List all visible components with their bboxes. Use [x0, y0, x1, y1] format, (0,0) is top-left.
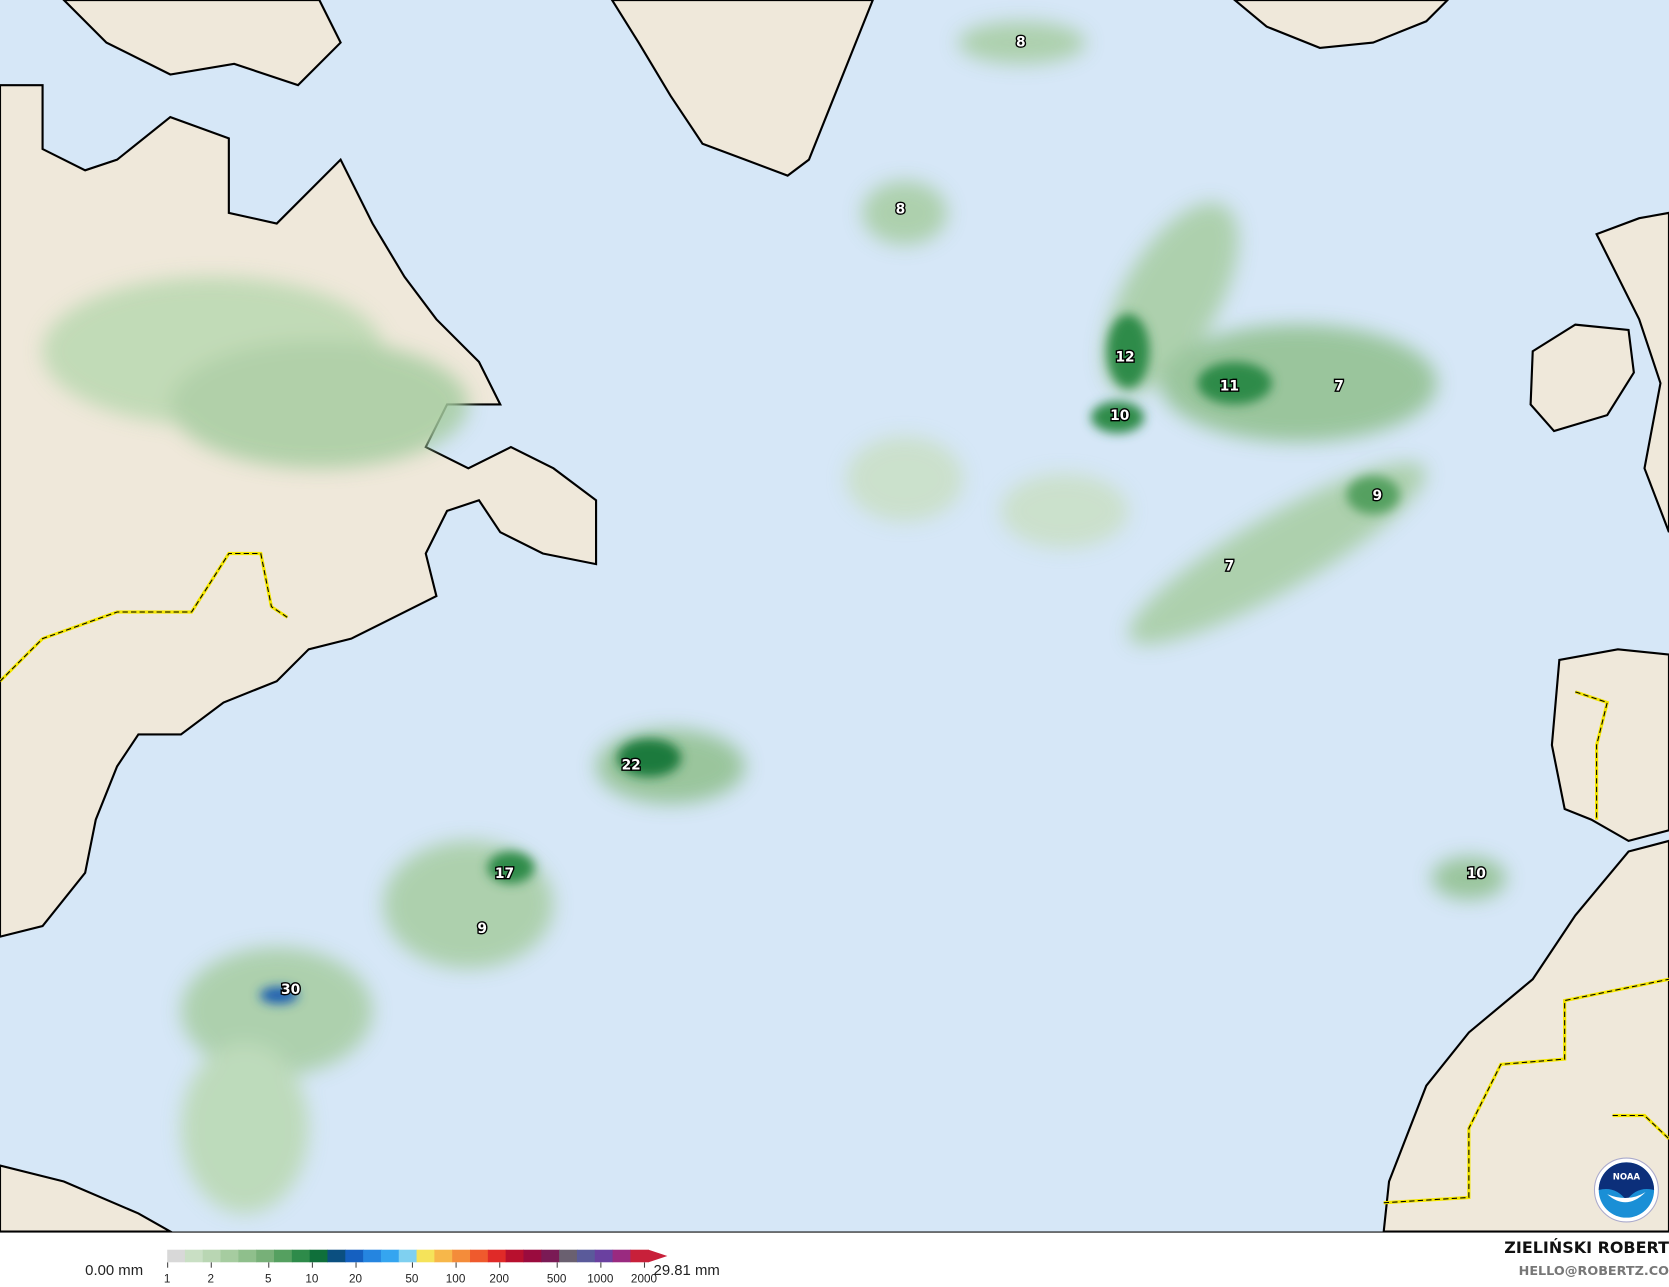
- colorbar: [167, 1249, 668, 1263]
- legend-min-label: 0.00 mm: [85, 1261, 144, 1279]
- tick-label: 50: [405, 1273, 419, 1286]
- tick-label: 20: [348, 1273, 363, 1286]
- colorbar-swatch: [220, 1249, 239, 1263]
- land-iceland: [1233, 0, 1450, 49]
- tick-label: 1000: [587, 1273, 614, 1286]
- colorbar-swatch: [380, 1249, 400, 1263]
- colorbar-swatch: [256, 1249, 275, 1263]
- tick-mark: [210, 1262, 212, 1268]
- tick-mark: [499, 1262, 501, 1268]
- tick-mark: [556, 1262, 558, 1268]
- colorbar-swatch: [416, 1249, 435, 1263]
- land-cuba-bahamas: [0, 1164, 173, 1232]
- value-labels: 8 8 12 11 7 10 9 7 22 17 9 30 10: [280, 33, 1488, 999]
- tick-label: 2000: [630, 1273, 657, 1286]
- value-label: 7: [1225, 558, 1235, 574]
- tick-mark: [167, 1262, 169, 1268]
- colorbar-swatch: [238, 1249, 257, 1263]
- land-iberia: [1550, 648, 1669, 843]
- colorbar-swatch: [523, 1249, 542, 1263]
- tick-mark: [355, 1262, 357, 1268]
- value-label: 9: [477, 921, 487, 937]
- colorbar-swatch: [594, 1249, 614, 1263]
- tick-mark: [411, 1262, 413, 1268]
- value-label: 10: [1110, 408, 1129, 424]
- colorbar-swatch: [576, 1249, 596, 1263]
- tick-mark: [643, 1262, 646, 1268]
- colorbar-swatch: [309, 1249, 329, 1263]
- value-label: 30: [281, 982, 300, 998]
- colorbar-swatch: [327, 1249, 346, 1263]
- precipitation-map: 8 8 12 11 7 10 9 7 22 17 9 30 10 NOAA: [0, 0, 1669, 1233]
- tick-mark: [311, 1262, 313, 1268]
- land-great-britain: [1595, 211, 1669, 533]
- colorbar-swatch: [559, 1249, 578, 1263]
- tick-mark: [600, 1262, 602, 1268]
- land-africa: [1382, 839, 1669, 1232]
- value-label: 9: [1373, 488, 1383, 504]
- noaa-logo: NOAA: [1593, 1157, 1659, 1223]
- value-label: 7: [1334, 378, 1344, 394]
- author-email: HELLO@ROBERTZ.CO: [1518, 1263, 1669, 1279]
- tick-mark: [268, 1262, 270, 1268]
- colorbar-swatch: [612, 1249, 631, 1263]
- colorbar-swatch: [363, 1249, 382, 1263]
- tick-label: 200: [489, 1273, 509, 1286]
- value-label: 8: [896, 202, 906, 218]
- colorbar-swatch: [184, 1249, 204, 1263]
- precipitation-field: [42, 21, 1507, 1214]
- colorbar-swatch: [452, 1249, 471, 1263]
- colorbar-swatch: [291, 1249, 311, 1263]
- colorbar-swatch: [505, 1249, 525, 1263]
- value-label: 10: [1467, 866, 1486, 882]
- author-credit: ZIELIŃSKI ROBERT: [1504, 1237, 1669, 1258]
- colorbar-swatch: [167, 1249, 186, 1263]
- land-greenland: [610, 0, 874, 177]
- value-label: 12: [1115, 350, 1134, 366]
- tick-mark: [455, 1262, 457, 1268]
- value-label: 17: [495, 866, 514, 882]
- value-label: 22: [622, 757, 641, 773]
- colorbar-swatch: [434, 1249, 453, 1263]
- tick-label: 2: [207, 1273, 215, 1286]
- colorbar-swatch: [541, 1249, 560, 1263]
- land-arctic-islands: [62, 0, 342, 87]
- colorbar-swatch: [345, 1249, 364, 1263]
- value-label: 11: [1220, 378, 1239, 394]
- colorbar-swatch: [470, 1249, 489, 1263]
- colorbar-extend-arrow: [648, 1249, 668, 1263]
- land-ireland: [1529, 323, 1635, 433]
- colorbar-swatch: [487, 1249, 507, 1263]
- colorbar-swatch: [630, 1249, 649, 1263]
- tick-label: 1: [163, 1273, 171, 1286]
- tick-label: 10: [305, 1273, 319, 1286]
- legend-max-label: 29.81 mm: [653, 1261, 720, 1279]
- tick-label: 100: [445, 1273, 466, 1286]
- svg-text:NOAA: NOAA: [1613, 1172, 1641, 1182]
- colorbar-swatch: [274, 1249, 293, 1263]
- value-label: 8: [1016, 35, 1026, 51]
- tick-label: 500: [546, 1273, 567, 1286]
- colorbar-swatch: [202, 1249, 222, 1263]
- colorbar-swatch: [398, 1249, 418, 1263]
- tick-label: 5: [264, 1273, 272, 1286]
